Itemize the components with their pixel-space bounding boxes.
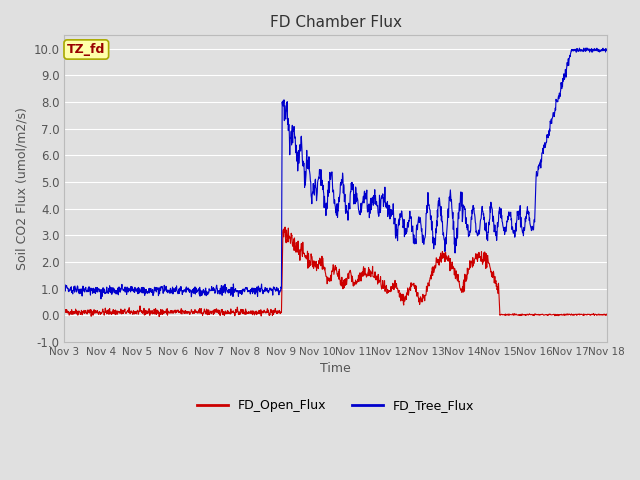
FD_Tree_Flux <box>125 285 132 291</box>
FD_Open_Flux <box>303 256 310 262</box>
FD_Tree_Flux <box>61 288 68 294</box>
Line: FD_Tree_Flux: FD_Tree_Flux <box>65 48 607 299</box>
FD_Open_Flux <box>603 312 611 317</box>
FD_Tree_Flux <box>312 185 319 191</box>
Text: TZ_fd: TZ_fd <box>67 43 106 56</box>
FD_Tree_Flux <box>97 296 105 302</box>
FD_Open_Flux <box>281 224 289 230</box>
FD_Tree_Flux <box>302 171 310 177</box>
FD_Tree_Flux <box>369 203 377 208</box>
FD_Open_Flux <box>102 309 110 315</box>
FD_Open_Flux <box>291 244 299 250</box>
FD_Open_Flux <box>156 314 163 320</box>
X-axis label: Time: Time <box>320 362 351 375</box>
FD_Tree_Flux <box>583 45 591 51</box>
FD_Open_Flux <box>125 307 132 312</box>
FD_Tree_Flux <box>603 48 611 53</box>
FD_Open_Flux <box>61 308 68 314</box>
Y-axis label: Soil CO2 Flux (umol/m2/s): Soil CO2 Flux (umol/m2/s) <box>15 107 28 270</box>
FD_Tree_Flux <box>291 135 299 141</box>
Legend: FD_Open_Flux, FD_Tree_Flux: FD_Open_Flux, FD_Tree_Flux <box>192 394 479 417</box>
FD_Open_Flux <box>312 258 320 264</box>
FD_Tree_Flux <box>103 284 111 290</box>
FD_Open_Flux <box>370 274 378 280</box>
Title: FD Chamber Flux: FD Chamber Flux <box>269 15 401 30</box>
Line: FD_Open_Flux: FD_Open_Flux <box>65 227 607 317</box>
